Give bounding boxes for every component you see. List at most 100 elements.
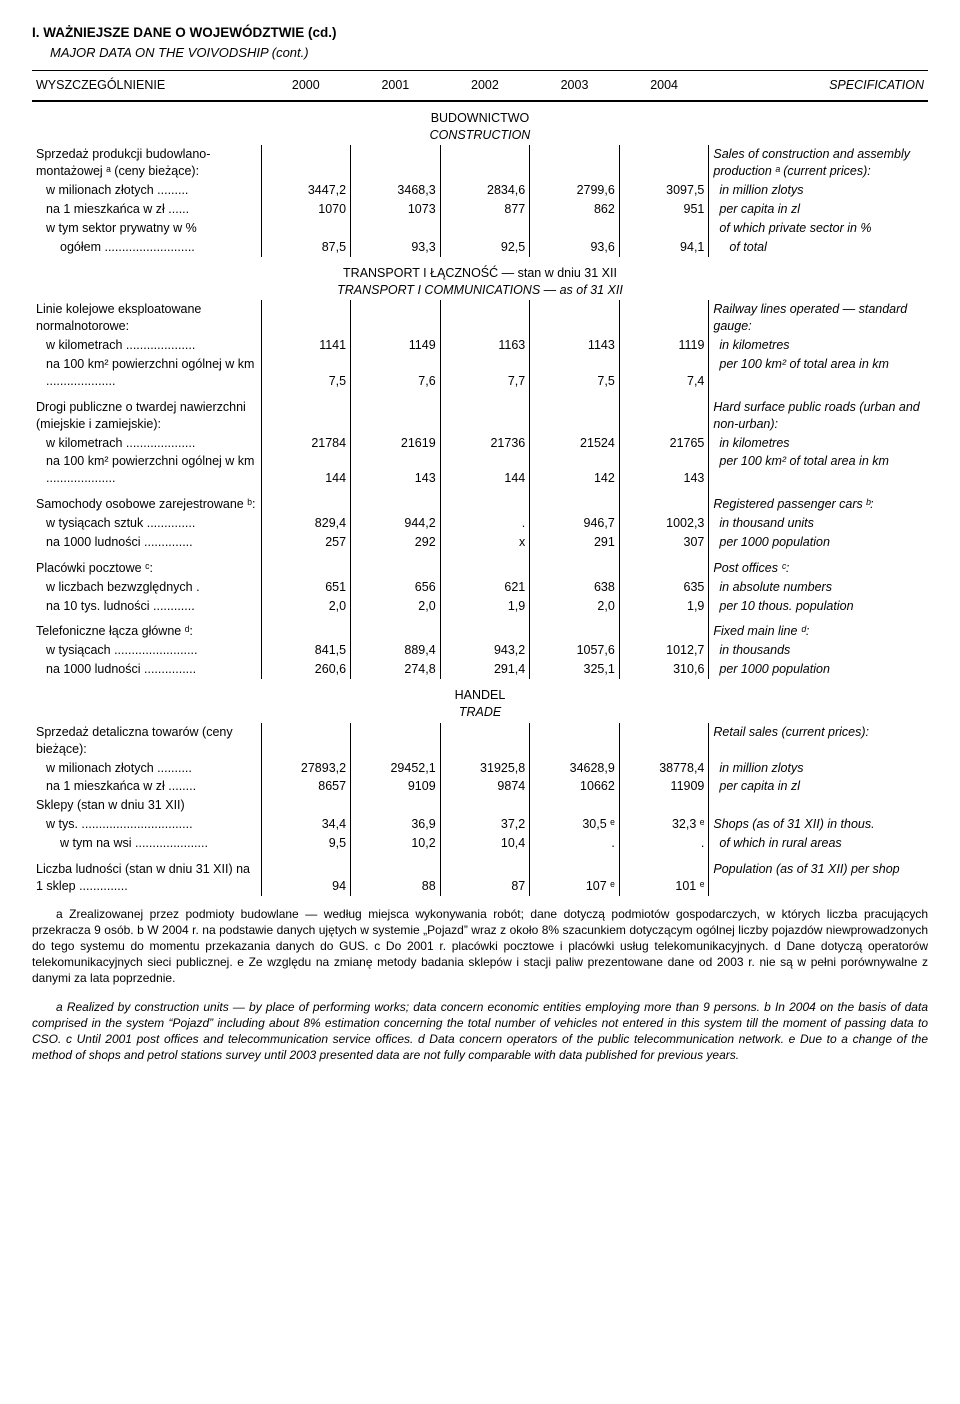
footnote-pl: a Zrealizowanej przez podmioty budowlane… [32, 906, 928, 987]
table-row: na 1 mieszkańca w zł ........ 8657 9109 … [32, 777, 928, 796]
row-label: w tysiącach ........................ [32, 641, 261, 660]
row-label: na 10 tys. ludności ............ [32, 597, 261, 616]
row-spec: in absolute numbers [709, 578, 928, 597]
cell: 7,4 [619, 355, 709, 391]
header-y4: 2004 [619, 70, 709, 100]
cell: 7,5 [530, 355, 620, 391]
cell: x [440, 533, 530, 552]
row-spec: per 1000 population [709, 660, 928, 679]
cell: 1073 [351, 200, 441, 219]
cell: 257 [261, 533, 351, 552]
table-row: Sprzedaż produkcji budowlano-montażowej … [32, 145, 928, 181]
cell: 656 [351, 578, 441, 597]
row-spec: in thousands [709, 641, 928, 660]
section-construction: BUDOWNICTWO CONSTRUCTION [32, 102, 928, 146]
cell: 9874 [440, 777, 530, 796]
data-table: WYSZCZEGÓLNIENIE 2000 2001 2002 2003 200… [32, 70, 928, 896]
table-row: w kilometrach .................... 21784… [32, 434, 928, 453]
cell: 93,3 [351, 238, 441, 257]
header-y0: 2000 [261, 70, 351, 100]
cell: 87 [440, 853, 530, 896]
row-spec: Retail sales (current prices): [709, 723, 928, 759]
cell: 1143 [530, 336, 620, 355]
section-pl: HANDEL [36, 687, 924, 704]
section-en: TRANSPORT I COMMUNICATIONS — as of 31 XI… [36, 282, 924, 299]
cell: 7,7 [440, 355, 530, 391]
cell: . [530, 834, 620, 853]
row-label: w tysiącach sztuk .............. [32, 514, 261, 533]
cell: 2,0 [261, 597, 351, 616]
cell: 1002,3 [619, 514, 709, 533]
cell: 88 [351, 853, 441, 896]
cell: 889,4 [351, 641, 441, 660]
cell: 2,0 [351, 597, 441, 616]
cell: 31925,8 [440, 759, 530, 778]
section-transport: TRANSPORT I ŁĄCZNOŚĆ — stan w dniu 31 XI… [32, 257, 928, 301]
cell: 635 [619, 578, 709, 597]
row-label: na 100 km² powierzchni ogólnej w km ....… [32, 452, 261, 488]
cell: 1,9 [440, 597, 530, 616]
section-pl: BUDOWNICTWO [36, 110, 924, 127]
cell: 3447,2 [261, 181, 351, 200]
cell: 27893,2 [261, 759, 351, 778]
cell: 841,5 [261, 641, 351, 660]
table-row: w milionach złotych .......... 27893,2 2… [32, 759, 928, 778]
cell: 144 [261, 452, 351, 488]
row-spec: Shops (as of 31 XII) in thous. [709, 815, 928, 834]
cell: 37,2 [440, 815, 530, 834]
row-label: na 1 mieszkańca w zł ...... [32, 200, 261, 219]
row-label: Sprzedaż detaliczna towarów (ceny bieżąc… [32, 723, 261, 759]
cell: 87,5 [261, 238, 351, 257]
row-label: na 1000 ludności .............. [32, 533, 261, 552]
cell: 1070 [261, 200, 351, 219]
cell: 291 [530, 533, 620, 552]
table-row: na 100 km² powierzchni ogólnej w km ....… [32, 355, 928, 391]
table-row: w kilometrach .................... 1141 … [32, 336, 928, 355]
row-spec: in million zlotys [709, 759, 928, 778]
row-spec: Registered passenger cars ᵇ: [709, 488, 928, 514]
table-row: w tys. ................................ … [32, 815, 928, 834]
table-row: w milionach złotych ......... 3447,2 346… [32, 181, 928, 200]
row-label: Samochody osobowe zarejestrowane ᵇ: [32, 488, 261, 514]
row-spec: per 10 thous. population [709, 597, 928, 616]
cell: 142 [530, 452, 620, 488]
cell: 32,3 ᵉ [619, 815, 709, 834]
cell: 1119 [619, 336, 709, 355]
cell: 292 [351, 533, 441, 552]
cell: 29452,1 [351, 759, 441, 778]
cell: 944,2 [351, 514, 441, 533]
row-label: Sklepy (stan w dniu 31 XII) [32, 796, 261, 815]
row-label: ogółem .......................... [32, 238, 261, 257]
cell: 36,9 [351, 815, 441, 834]
table-row: w tym na wsi ..................... 9,5 1… [32, 834, 928, 853]
table-row: Sprzedaż detaliczna towarów (ceny bieżąc… [32, 723, 928, 759]
table-row: Samochody osobowe zarejestrowane ᵇ: Regi… [32, 488, 928, 514]
cell: 1163 [440, 336, 530, 355]
cell: 8657 [261, 777, 351, 796]
table-row: Liczba ludności (stan w dniu 31 XII) na … [32, 853, 928, 896]
cell: 21524 [530, 434, 620, 453]
cell: 101 ᵉ [619, 853, 709, 896]
cell: 93,6 [530, 238, 620, 257]
row-label: w liczbach bezwzględnych . [32, 578, 261, 597]
cell: 143 [619, 452, 709, 488]
row-spec: per 1000 population [709, 533, 928, 552]
table-row: ogółem .......................... 87,5 9… [32, 238, 928, 257]
row-spec: Population (as of 31 XII) per shop [709, 853, 928, 896]
row-label: Drogi publiczne o twardej nawierzchni (m… [32, 391, 261, 434]
cell: 3097,5 [619, 181, 709, 200]
cell: 307 [619, 533, 709, 552]
row-spec: in million zlotys [709, 181, 928, 200]
cell: 143 [351, 452, 441, 488]
cell: 877 [440, 200, 530, 219]
row-spec: per capita in zl [709, 777, 928, 796]
row-spec: in kilometres [709, 434, 928, 453]
cell: 30,5 ᵉ [530, 815, 620, 834]
cell: 34628,9 [530, 759, 620, 778]
table-row: Sklepy (stan w dniu 31 XII) [32, 796, 928, 815]
cell: 638 [530, 578, 620, 597]
page-subtitle: MAJOR DATA ON THE VOIVODSHIP (cont.) [32, 44, 928, 62]
table-row: na 100 km² powierzchni ogólnej w km ....… [32, 452, 928, 488]
table-row: Telefoniczne łącza główne ᵈ: Fixed main … [32, 615, 928, 641]
section-pl: TRANSPORT I ŁĄCZNOŚĆ — stan w dniu 31 XI… [36, 265, 924, 282]
